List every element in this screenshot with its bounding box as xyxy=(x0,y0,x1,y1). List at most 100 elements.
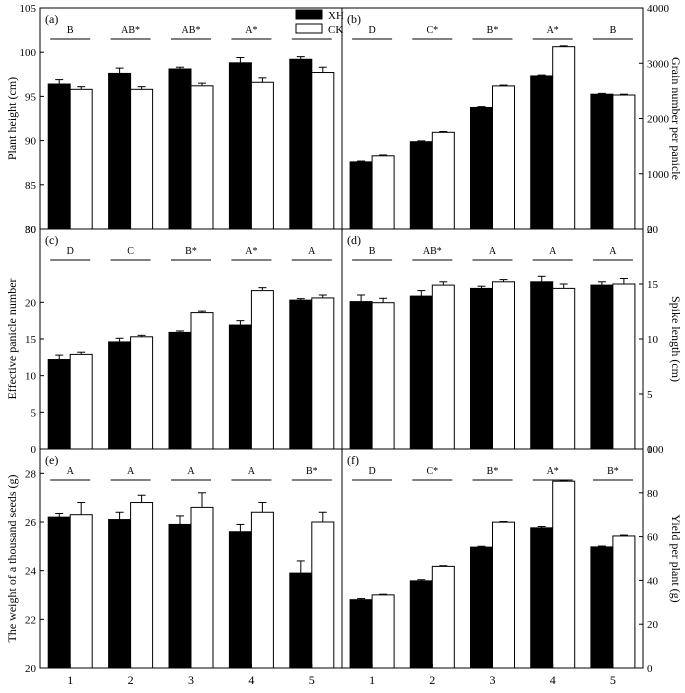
y-tick-label: 100 xyxy=(647,444,664,456)
x-tick-label: 3 xyxy=(188,673,194,687)
bar-xh xyxy=(289,58,313,230)
bar-ck xyxy=(190,85,214,230)
bar-xh xyxy=(289,299,313,450)
significance-label: B xyxy=(67,25,74,36)
y-axis-label: Spike length (cm) xyxy=(669,296,683,382)
bar-xh xyxy=(530,75,554,230)
y-tick-label: 40 xyxy=(647,575,659,587)
significance-label: B xyxy=(610,25,617,36)
bar-ck xyxy=(311,521,335,669)
bar-xh xyxy=(349,301,373,450)
x-tick-label: 2 xyxy=(429,673,435,687)
bar-ck xyxy=(311,297,335,450)
significance-label: A xyxy=(609,246,617,257)
bar-xh xyxy=(289,572,313,669)
legend-swatch-xh xyxy=(295,9,323,20)
y-tick-label: 22 xyxy=(25,614,36,626)
y-axis-label: Grain number per panicle xyxy=(669,57,683,180)
bar-ck xyxy=(431,131,455,230)
significance-label: AB* xyxy=(182,25,201,36)
y-tick-label: 2000 xyxy=(647,114,670,126)
y-tick-label: 4000 xyxy=(647,3,670,15)
y-tick-label: 20 xyxy=(25,297,37,309)
bar-xh xyxy=(108,341,132,450)
significance-label: D xyxy=(368,466,375,477)
significance-label: A* xyxy=(547,466,559,477)
significance-label: A xyxy=(489,246,497,257)
y-tick-label: 15 xyxy=(25,334,37,346)
bar-ck xyxy=(552,287,576,450)
y-axis-label: Effective panicle number xyxy=(5,278,19,399)
x-tick-label: 5 xyxy=(309,673,315,687)
bar-ck xyxy=(69,514,93,669)
significance-label: D xyxy=(368,25,375,36)
bar-ck xyxy=(130,336,154,450)
bar-xh xyxy=(47,83,71,230)
bar-ck xyxy=(612,535,636,669)
bar-xh xyxy=(530,527,554,669)
bar-xh xyxy=(168,523,192,669)
bar-xh xyxy=(409,141,433,230)
x-tick-label: 4 xyxy=(550,673,556,687)
panel-label: (b) xyxy=(347,12,361,26)
bar-xh xyxy=(228,62,252,230)
significance-label: D xyxy=(67,246,74,257)
significance-label: A xyxy=(187,466,195,477)
bar-ck xyxy=(552,46,576,230)
bar-xh xyxy=(470,287,493,450)
panel-label: (a) xyxy=(45,12,58,26)
bar-ck xyxy=(311,72,335,230)
x-tick-label: 4 xyxy=(248,673,254,687)
legend-label: XH xyxy=(328,10,344,22)
y-tick-label: 90 xyxy=(25,136,37,148)
bar-xh xyxy=(590,546,614,669)
bar-xh xyxy=(108,72,132,230)
bar-ck xyxy=(492,281,515,450)
x-tick-label: 2 xyxy=(128,673,134,687)
bar-ck xyxy=(552,480,576,669)
bar-ck xyxy=(492,521,515,669)
x-tick-label: 3 xyxy=(490,673,496,687)
y-tick-label: 105 xyxy=(20,3,37,15)
significance-label: A xyxy=(549,246,557,257)
bar-xh xyxy=(590,93,614,230)
bar-xh xyxy=(47,359,71,450)
bar-xh xyxy=(228,324,252,450)
significance-label: B xyxy=(369,246,376,257)
bar-ck xyxy=(250,290,274,450)
y-tick-label: 0 xyxy=(647,444,653,456)
bar-xh xyxy=(47,516,71,669)
bar-ck xyxy=(130,502,154,669)
significance-label: AB* xyxy=(121,25,140,36)
bar-ck xyxy=(371,302,395,450)
y-tick-label: 20 xyxy=(25,663,37,675)
y-tick-label: 0 xyxy=(647,224,653,236)
y-tick-label: 15 xyxy=(647,279,659,291)
bar-xh xyxy=(228,531,252,669)
y-tick-label: 3000 xyxy=(647,58,670,70)
y-axis-label: Yield per plant (g) xyxy=(669,514,683,602)
significance-label: A* xyxy=(245,246,257,257)
significance-label: B* xyxy=(487,466,499,477)
significance-label: C* xyxy=(426,466,438,477)
y-tick-label: 1000 xyxy=(647,169,670,181)
bar-ck xyxy=(371,155,395,230)
bar-xh xyxy=(349,599,373,669)
y-tick-label: 5 xyxy=(31,407,37,419)
significance-label: B* xyxy=(487,25,499,36)
significance-label: A xyxy=(248,466,256,477)
bar-ck xyxy=(492,85,515,230)
bar-ck xyxy=(612,94,636,230)
significance-label: A xyxy=(127,466,135,477)
significance-label: A* xyxy=(547,25,559,36)
bar-xh xyxy=(470,106,493,230)
y-tick-label: 10 xyxy=(647,334,659,346)
significance-label: AB* xyxy=(423,246,442,257)
bar-xh xyxy=(349,161,373,230)
y-tick-label: 80 xyxy=(25,224,37,236)
bar-ck xyxy=(190,312,214,450)
significance-label: B* xyxy=(607,466,619,477)
y-axis-label: The weight of a thousand seeds (g) xyxy=(5,475,19,643)
y-tick-label: 28 xyxy=(25,468,37,480)
